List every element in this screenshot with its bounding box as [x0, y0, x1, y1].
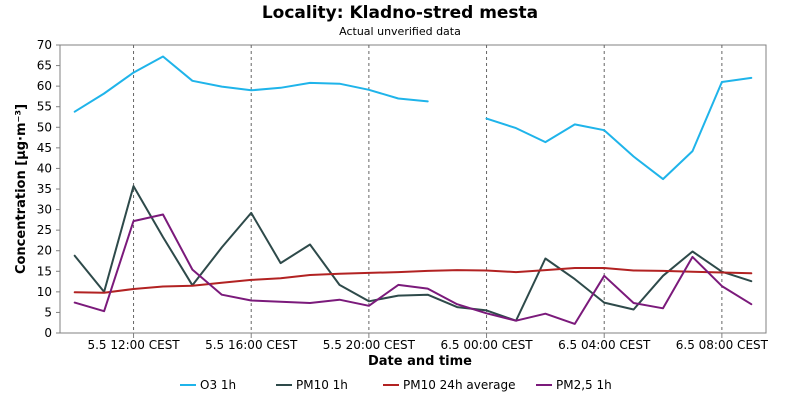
- chart-title: Locality: Kladno-stred mesta: [262, 3, 538, 23]
- series-group: [73, 55, 753, 325]
- y-tick-label: 20: [37, 244, 52, 258]
- y-tick-label: 0: [44, 326, 52, 340]
- y-tick-label: 15: [37, 264, 52, 278]
- legend-label-pm10-1h: PM10 1h: [296, 378, 348, 392]
- chart-subtitle: Actual unverified data: [339, 25, 461, 38]
- y-tick-label: 70: [37, 38, 52, 52]
- series-line-pm2-5-1h: [73, 213, 753, 325]
- y-tick-label: 25: [37, 223, 52, 237]
- y-tick-label: 10: [37, 285, 52, 299]
- x-tick-label: 5.5 20:00 CEST: [323, 338, 416, 352]
- y-axis-title: Concentration [µg·m⁻³]: [14, 104, 29, 274]
- y-tick-label: 35: [37, 182, 52, 196]
- y-tick-label: 65: [37, 59, 52, 73]
- y-tick-label: 45: [37, 141, 52, 155]
- legend-label-o3-1h: O3 1h: [200, 378, 236, 392]
- x-tick-label: 5.5 16:00 CEST: [205, 338, 298, 352]
- x-axis-title: Date and time: [368, 354, 472, 369]
- y-tick-label: 30: [37, 203, 52, 217]
- y-tick-label: 50: [37, 120, 52, 134]
- legend: O3 1h PM10 1h PM10 24h average PM2,5 1h: [180, 378, 612, 392]
- y-tick-label: 40: [37, 161, 52, 175]
- plot-area: [59, 44, 767, 334]
- legend-label-pm2-5-1h: PM2,5 1h: [556, 378, 612, 392]
- y-tick-label: 5: [44, 305, 52, 319]
- y-axis: 0 5 10 15 20 25 30 35 40 45 50 55 60 65 70: [37, 38, 60, 340]
- x-tick-label: 6.5 08:00 CEST: [676, 338, 769, 352]
- x-tick-label: 6.5 04:00 CEST: [558, 338, 651, 352]
- series-line-o3-1h: [73, 55, 753, 181]
- x-axis: 5.5 12:00 CEST 5.5 16:00 CEST 5.5 20:00 CE…: [87, 333, 769, 352]
- grid-lines: [133, 45, 723, 333]
- y-tick-label: 60: [37, 79, 52, 93]
- legend-label-pm10-24h-average: PM10 24h average: [403, 378, 516, 392]
- series-line-pm10-24h-average: [73, 267, 753, 294]
- y-tick-label: 55: [37, 100, 52, 114]
- x-tick-label: 5.5 12:00 CEST: [87, 338, 180, 352]
- x-tick-label: 6.5 00:00 CEST: [440, 338, 533, 352]
